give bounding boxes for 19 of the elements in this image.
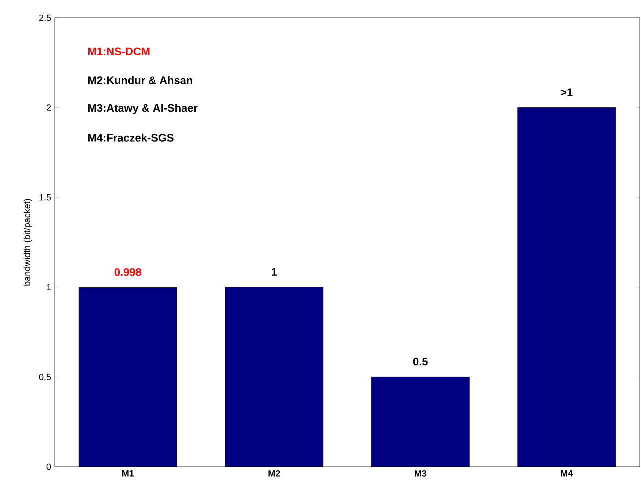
data-label: >1 (561, 88, 573, 96)
data-label: 0.998 (114, 268, 142, 276)
annotation: M4:Fraczek-SGS (88, 134, 174, 142)
x-tick-label: M4 (561, 470, 574, 477)
annotation: M3:Atawy & Al-Shaer (88, 104, 198, 114)
annotation: M2:Kundur & Ahsan (88, 76, 192, 84)
y-tick-label: 2 (46, 104, 52, 111)
data-label: 0.5 (413, 358, 428, 366)
x-tick-label: M1 (122, 470, 134, 477)
x-tick-label: M3 (414, 470, 427, 477)
data-label: 1 (272, 268, 278, 276)
y-axis-title: bandwidth (bit/packet) (24, 199, 32, 286)
y-tick-label: 0.5 (39, 374, 52, 380)
y-tick-label: 2.5 (39, 14, 52, 22)
annotation: M1:NS-DCM (88, 48, 150, 56)
x-tick-label: M2 (268, 470, 280, 477)
y-tick-label: 1 (47, 284, 52, 290)
y-tick-label: 1.5 (40, 194, 52, 201)
y-tick-label: 0 (46, 464, 52, 470)
